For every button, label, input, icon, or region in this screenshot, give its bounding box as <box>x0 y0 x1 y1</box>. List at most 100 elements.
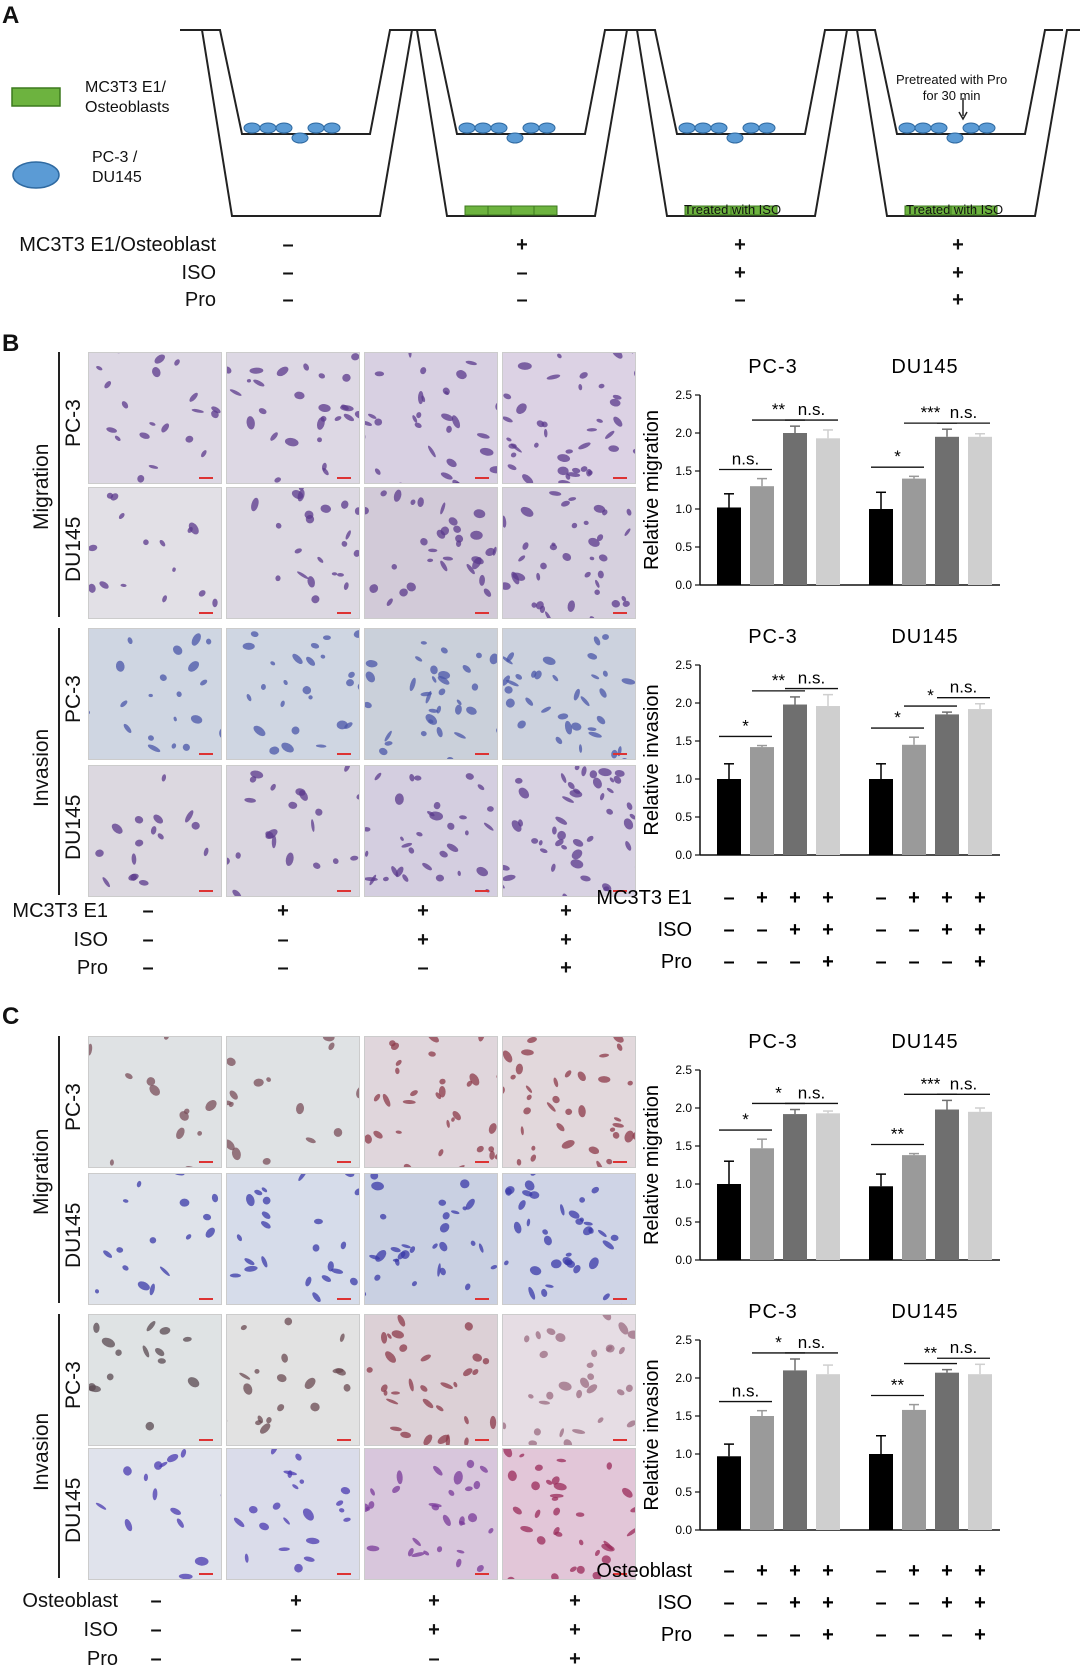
cancer-cell <box>694 122 712 134</box>
cancer-cell <box>962 122 980 134</box>
condition-label-2: Pro <box>86 1648 118 1670</box>
chart-condition-sign: – <box>756 951 767 973</box>
micrograph <box>226 352 360 484</box>
cancer-cell <box>678 122 696 134</box>
chart-condition-sign: – <box>908 1624 919 1646</box>
transwell-4 <box>835 29 1080 217</box>
significance-label: ** <box>924 1344 938 1363</box>
y-tick-label: 0.0 <box>675 578 692 592</box>
micrograph <box>226 765 360 897</box>
bar <box>783 1114 807 1260</box>
significance-label: n.s. <box>950 678 977 697</box>
micrograph <box>226 1036 360 1168</box>
bar <box>902 1155 926 1260</box>
micrograph <box>226 1173 360 1305</box>
significance-label: ** <box>772 400 786 419</box>
condition-sign: – <box>516 289 528 311</box>
condition-sign: – <box>142 900 154 922</box>
condition-label-1: ISO <box>83 1619 118 1641</box>
condition-sign: + <box>952 234 964 256</box>
chart-condition-sign: + <box>974 919 986 941</box>
migrating-cell <box>946 132 964 144</box>
micrograph <box>88 628 222 760</box>
condition-sign: – <box>282 234 294 256</box>
osteoblast-layer <box>533 205 558 216</box>
treated-annotation-3: Treated with ISO <box>684 202 782 217</box>
condition-label-0: MC3T3 E1/Osteoblast <box>19 234 216 256</box>
significance-label: n.s. <box>798 669 825 688</box>
row-label: PC-3 <box>62 1083 85 1131</box>
chart-condition-sign: – <box>941 1624 952 1646</box>
chart-condition-sign: – <box>875 919 886 941</box>
y-tick-label: 2.0 <box>675 1101 692 1115</box>
chart-condition-sign: – <box>756 1592 767 1614</box>
treated-annotation-4: Treated with ISO <box>906 202 1004 217</box>
bar <box>935 1109 959 1260</box>
bar <box>935 1372 959 1530</box>
condition-sign: + <box>952 262 964 284</box>
y-tick-label: 2.0 <box>675 426 692 440</box>
legend-osteoblast-icon <box>11 87 61 107</box>
condition-sign: + <box>569 1648 581 1670</box>
chart-condition-sign: – <box>908 919 919 941</box>
micrograph <box>88 1036 222 1168</box>
chart-condition-sign: – <box>756 1624 767 1646</box>
significance-label: n.s. <box>950 403 977 422</box>
bar <box>750 1148 774 1260</box>
chart-condition-sign: + <box>756 1560 768 1582</box>
cancer-cell <box>522 122 540 134</box>
chart-condition-sign: + <box>822 919 834 941</box>
condition-sign: – <box>150 1590 162 1612</box>
group-bracket <box>58 1314 60 1578</box>
y-tick-label: 0.5 <box>675 540 692 554</box>
micrograph <box>88 487 222 619</box>
y-tick-label: 1.5 <box>675 1139 692 1153</box>
chart-condition-sign: + <box>908 1560 920 1582</box>
y-axis-label: Relative invasion <box>641 1359 663 1510</box>
bar <box>968 1374 992 1530</box>
chart-condition-sign: – <box>875 1592 886 1614</box>
significance-label: * <box>742 1110 749 1129</box>
y-tick-label: 1.5 <box>675 464 692 478</box>
significance-label: n.s. <box>798 1333 825 1352</box>
group-label-migration: Migration <box>30 443 53 530</box>
significance-label: ** <box>891 1375 905 1394</box>
bar <box>816 438 840 585</box>
condition-sign: – <box>142 957 154 979</box>
micrograph <box>502 628 636 760</box>
chart-condition-label: ISO <box>658 1592 692 1614</box>
micrograph <box>502 487 636 619</box>
row-label: DU145 <box>62 794 85 860</box>
y-tick-label: 2.5 <box>675 388 692 402</box>
significance-label: * <box>927 686 934 705</box>
micrograph <box>502 352 636 484</box>
micrograph <box>364 1314 498 1446</box>
bar <box>935 436 959 585</box>
y-tick-label: 2.5 <box>675 1063 692 1077</box>
significance-label: n.s. <box>732 1382 759 1401</box>
condition-sign: – <box>277 957 289 979</box>
micrograph <box>502 1036 636 1168</box>
bar-chart-3: 0.0 0.5 1.0 1.5 2.0 2.5 Relative migration PC-3… <box>596 1031 1000 1646</box>
y-tick-label: 2.5 <box>675 658 692 672</box>
cancer-cell <box>930 122 948 134</box>
condition-sign: – <box>290 1648 302 1670</box>
cancer-cell <box>914 122 932 134</box>
bar <box>869 509 893 585</box>
panel-a-letter: A <box>2 2 20 29</box>
chart-condition-sign: + <box>822 1624 834 1646</box>
row-label: PC-3 <box>62 675 85 723</box>
y-tick-label: 1.5 <box>675 1409 692 1423</box>
panel-b-letter: B <box>2 330 20 357</box>
panel-a-schematic <box>11 29 1080 217</box>
condition-label-1: ISO <box>73 929 108 951</box>
cancer-cell <box>490 122 508 134</box>
micrograph <box>502 765 636 897</box>
condition-label-0: MC3T3 E1 <box>12 900 108 922</box>
significance-label: *** <box>921 403 941 422</box>
osteoblast-layer <box>973 205 998 216</box>
bar-chart-1: 0.0 0.5 1.0 1.5 2.0 2.5 Relative migration PC-3… <box>596 356 1000 973</box>
micrograph <box>226 487 360 619</box>
y-tick-label: 0.5 <box>675 810 692 824</box>
